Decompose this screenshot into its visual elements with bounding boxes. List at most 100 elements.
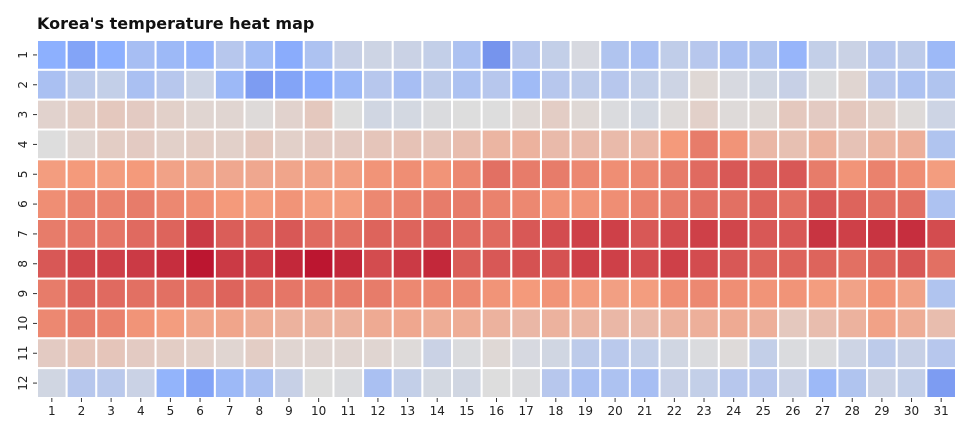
x-tick-label: 23 [696, 404, 711, 418]
heatmap-cell-m3-d20 [599, 98, 631, 131]
heatmap-cell-m4-d19 [569, 128, 602, 161]
heatmap-cell-m8-d18 [539, 247, 572, 280]
heatmap-cell-m11-d26 [777, 337, 809, 370]
heatmap-cell-m11-d12 [362, 337, 394, 370]
heatmap-cell-m3-d3 [95, 98, 127, 131]
heatmap-cell-m8-d24 [717, 247, 750, 280]
heatmap-cell-m8-d10 [302, 247, 335, 280]
heatmap-cell-m2-d3 [95, 68, 127, 101]
heatmap-cell-m4-d25 [747, 128, 780, 161]
heatmap-cell-m8-d21 [628, 247, 661, 280]
heatmap-cell-m7-d24 [717, 218, 750, 250]
heatmap-cell-m7-d28 [836, 218, 869, 250]
heatmap-cell-m7-d25 [747, 218, 780, 250]
x-tick-label: 6 [196, 404, 204, 418]
heatmap-cell-m1-d23 [688, 39, 720, 71]
x-tick-label: 31 [934, 404, 949, 418]
x-tick-label: 30 [904, 404, 919, 418]
heatmap-cell-m1-d3 [95, 39, 127, 71]
heatmap-cell-m12-d18 [539, 367, 572, 400]
heatmap-cell-m9-d16 [480, 277, 513, 310]
heatmap-cell-m6-d2 [65, 188, 98, 220]
heatmap-cell-m10-d24 [717, 307, 750, 340]
heatmap-cell-m3-d9 [273, 98, 305, 131]
heatmap-cell-m10-d12 [362, 307, 394, 340]
heatmap-cell-m10-d4 [124, 307, 157, 340]
heatmap-cell-m8-d14 [421, 247, 454, 280]
heatmap-cell-m6-d7 [213, 188, 246, 220]
heatmap-cell-m8-d19 [569, 247, 602, 280]
heatmap-cell-m12-d13 [391, 367, 424, 400]
heatmap-cell-m3-d8 [243, 98, 276, 131]
heatmap-cell-m2-d21 [628, 68, 661, 101]
heatmap-cell-m5-d9 [273, 158, 305, 191]
heatmap-cell-m4-d7 [213, 128, 246, 161]
heatmap-cell-m10-d17 [510, 307, 542, 340]
x-tick-label: 22 [667, 404, 682, 418]
heatmap-cell-m8-d16 [480, 247, 513, 280]
heatmap-cell-m4-d2 [65, 128, 98, 161]
x-tick-label: 17 [519, 404, 534, 418]
heatmap-cell-m10-d10 [302, 307, 335, 340]
heatmap-cell-m3-d30 [895, 98, 928, 131]
heatmap-cell-m9-d1 [36, 277, 68, 310]
heatmap-cell-m11-d20 [599, 337, 631, 370]
heatmap-cell-m7-d13 [391, 218, 424, 250]
x-tick-label: 18 [548, 404, 563, 418]
heatmap-cell-m4-d14 [421, 128, 454, 161]
heatmap-cell-m12-d14 [421, 367, 454, 400]
heatmap-cell-m6-d14 [421, 188, 454, 220]
heatmap-cell-m8-d6 [184, 247, 216, 280]
heatmap-cell-m1-d9 [273, 39, 305, 71]
heatmap-cell-m2-d14 [421, 68, 454, 101]
heatmap-cell-m3-d11 [332, 98, 365, 131]
heatmap-cell-m6-d31 [925, 188, 957, 220]
y-tick-label: 2 [16, 81, 30, 89]
heatmap-cell-m10-d2 [65, 307, 98, 340]
x-tick-label: 26 [785, 404, 800, 418]
heatmap-cell-m6-d11 [332, 188, 365, 220]
x-tick-label: 7 [226, 404, 234, 418]
heatmap-cell-m8-d30 [895, 247, 928, 280]
heatmap-cell-m3-d17 [510, 98, 542, 131]
heatmap-cell-m10-d22 [658, 307, 691, 340]
heatmap-cell-m10-d23 [688, 307, 720, 340]
heatmap-cell-m7-d15 [451, 218, 483, 250]
heatmap-cell-m12-d8 [243, 367, 276, 400]
heatmap-cell-m12-d6 [184, 367, 216, 400]
y-tick-label: 3 [16, 111, 30, 119]
heatmap-cell-m8-d31 [925, 247, 957, 280]
heatmap-cell-m3-d14 [421, 98, 454, 131]
heatmap-cell-m12-d17 [510, 367, 542, 400]
heatmap-cell-m9-d29 [866, 277, 898, 310]
heatmap-cell-m4-d9 [273, 128, 305, 161]
heatmap-cell-m3-d26 [777, 98, 809, 131]
heatmap-cell-m7-d20 [599, 218, 631, 250]
heatmap-cell-m9-d14 [421, 277, 454, 310]
heatmap-cell-m9-d25 [747, 277, 780, 310]
heatmap-cell-m6-d16 [480, 188, 513, 220]
heatmap-cell-m11-d6 [184, 337, 216, 370]
heatmap-cell-m6-d24 [717, 188, 750, 220]
heatmap-cell-m11-d22 [658, 337, 691, 370]
heatmap-cell-m4-d20 [599, 128, 631, 161]
heatmap-cell-m7-d19 [569, 218, 602, 250]
heatmap-cell-m5-d10 [302, 158, 335, 191]
heatmap-cell-m1-d12 [362, 39, 394, 71]
heatmap-cell-m3-d16 [480, 98, 513, 131]
chart-title: Korea's temperature heat map [37, 14, 315, 33]
heatmap-cell-m4-d28 [836, 128, 869, 161]
heatmap-cell-m10-d19 [569, 307, 602, 340]
heatmap-cell-m4-d8 [243, 128, 276, 161]
heatmap-cell-m9-d13 [391, 277, 424, 310]
heatmap-cell-m9-d23 [688, 277, 720, 310]
heatmap-cell-m12-d31 [925, 367, 957, 400]
heatmap-cell-m12-d22 [658, 367, 691, 400]
heatmap-cell-m8-d4 [124, 247, 157, 280]
heatmap-cell-m12-d3 [95, 367, 127, 400]
heatmap-cell-m9-d3 [95, 277, 127, 310]
heatmap-cell-m12-d24 [717, 367, 750, 400]
heatmap-cell-m6-d23 [688, 188, 720, 220]
heatmap-cell-m2-d31 [925, 68, 957, 101]
heatmap-cell-m5-d13 [391, 158, 424, 191]
